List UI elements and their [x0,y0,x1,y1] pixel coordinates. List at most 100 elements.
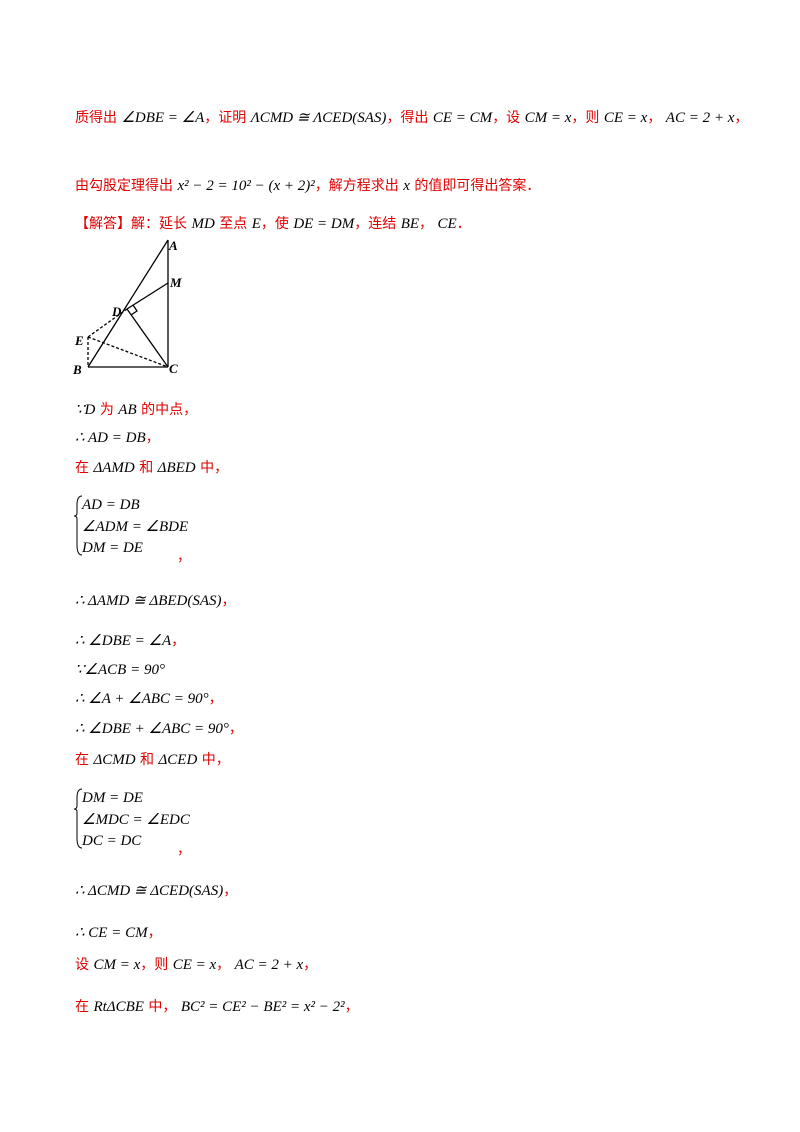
point-label: E [74,333,84,348]
text-line: 在 RtΔCBE 中， BC² = CE² − BE² = x² − 2²， [75,998,359,1016]
math: DE = DM [293,216,355,232]
text: 为 [95,402,119,418]
text: 【解答】解：延长 [75,216,192,232]
text-line: 质得出 ∠DBE = ∠A，证明 ΛCMD ≅ ΛCED(SAS)，得出 CE … [75,109,748,127]
text: 中， [143,999,181,1015]
text: 在 [75,752,94,768]
math: ΔCED [158,752,198,768]
text-line: ∵∠ACB = 90° [75,661,165,679]
math: BC² = CE² − BE² = x² − 2² [180,999,345,1015]
text-line: ∴ AD = DB， [75,429,160,447]
math: E [251,216,261,232]
math: CE = x [603,110,648,126]
text-line: ∴ ∠DBE + ∠ABC = 90°， [75,720,243,738]
text-line: 【解答】解：延长 MD 至点 E，使 DE = DM，连结 BE， CE． [75,215,471,233]
text-line: 由勾股定理得出 x² − 2 = 10² − (x + 2)²，解方程求出 x … [75,177,540,195]
text: ，连结 [354,216,401,232]
punctuation: ， [177,842,191,858]
text-line: ∵D 为 AB 的中点， [75,401,197,419]
math: ∴ ∠DBE = ∠A [75,633,172,649]
text: 至点 [214,216,252,232]
text: ，解方程求出 [314,178,404,194]
text: ，证明 [204,110,251,126]
right-angle [130,304,138,316]
text: ，设 [492,110,525,126]
text: 在 [75,999,94,1015]
text: ， [147,925,162,941]
text-line: 在 ΔAMD 和 ΔBED 中， [75,459,228,477]
text: ，得出 [386,110,433,126]
text: ， [216,957,235,973]
text: ，则 [571,110,604,126]
equation: ∠MDC = ∠EDC [82,811,190,828]
math: x² − 2 = 10² − (x + 2)² [177,178,315,194]
math: ∴ ∠DBE + ∠ABC = 90° [75,721,229,737]
text: 由勾股定理得出 [75,178,178,194]
math: ∴ AD = DB [75,430,146,446]
math: CM = x [93,957,141,973]
math: ∴ ∠A + ∠ABC = 90° [75,691,209,707]
math: MD [191,216,215,232]
text: ， [223,883,238,899]
math: AB [118,402,137,418]
text: ， [145,430,160,446]
text: ， [228,721,243,737]
text-line: 设 CM = x，则 CE = x， AC = 2 + x， [75,956,317,974]
equation: DC = DC [82,833,142,849]
point-label: C [169,361,178,376]
text: ， [344,999,359,1015]
text: ， [647,110,666,126]
punctuation: ， [177,549,191,565]
math: CM = x [524,110,572,126]
text: ， [171,633,186,649]
text-line: ∴ ΔCMD ≅ ΔCED(SAS)， [75,882,237,900]
segment-md [126,282,169,310]
point-label: D [111,304,122,319]
segment-dc [126,308,169,368]
math: ∴ ΔAMD ≅ ΔBED(SAS) [75,593,222,609]
equation: DM = DE [82,540,143,556]
text: ， [419,216,438,232]
math: ∠DBE = ∠A [121,110,205,126]
text: ． [456,216,471,232]
text: 中， [195,460,229,476]
text: 和 [135,752,159,768]
text: 中， [197,752,230,768]
math: RtΔCBE [93,999,144,1015]
text: ， [208,691,223,707]
text-line: ∴ ∠A + ∠ABC = 90°， [75,690,223,708]
math: BE [400,216,420,232]
math: AC = 2 + x [234,957,304,973]
math: ∴ ΔCMD ≅ ΔCED(SAS) [75,883,224,899]
math: CE = x [172,957,217,973]
text: 在 [75,460,94,476]
point-label: M [169,275,182,290]
math: ∵∠ACB = 90° [75,662,165,678]
text: 和 [134,460,158,476]
text: ， [734,110,749,126]
math: ΔBED [157,460,196,476]
brace [73,788,83,849]
text: 设 [75,957,94,973]
text-line: ∴ CE = CM， [75,924,162,942]
segment-ba [87,239,169,368]
point-label: A [168,238,178,253]
text: ，使 [260,216,294,232]
text: 的中点， [136,402,198,418]
text: 的值即可得出答案． [409,178,541,194]
text-line: 在 ΔCMD 和 ΔCED 中， [75,751,230,769]
text: ，则 [140,957,173,973]
math: CE = CM [432,110,493,126]
brace [73,495,83,556]
math: ΛCMD ≅ ΛCED(SAS) [250,110,387,126]
math: x [403,178,410,194]
equation: AD = DB [82,497,140,513]
segment-ec [87,336,169,368]
equation: DM = DE [82,790,143,806]
text: 质得出 [75,110,122,126]
math: CE [437,216,457,232]
text: ， [303,957,318,973]
math: ∴ CE = CM [75,925,148,941]
